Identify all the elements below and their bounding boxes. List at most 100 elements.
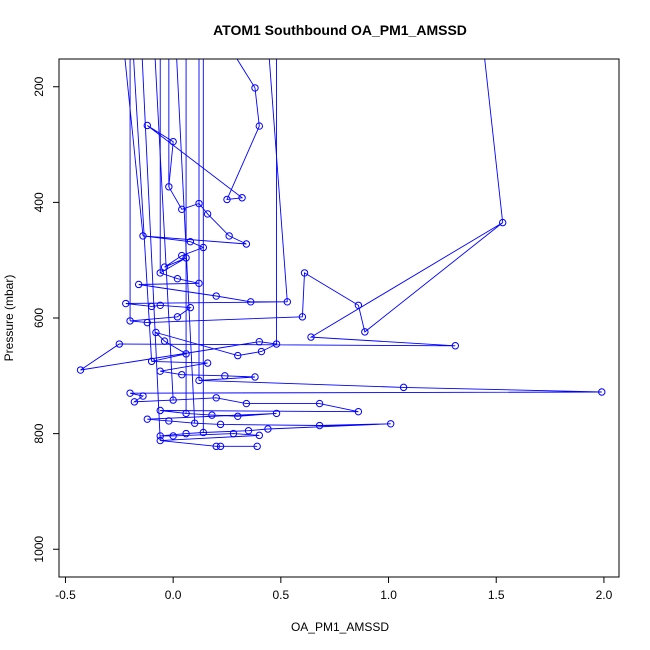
profile-line	[154, 59, 174, 401]
data-point	[134, 280, 143, 289]
data-point	[253, 442, 261, 451]
plot-frame	[58, 58, 620, 578]
data-point	[199, 428, 208, 437]
data-point	[255, 338, 264, 346]
data-point	[399, 383, 408, 392]
data-point	[221, 372, 229, 380]
data-point	[169, 137, 177, 146]
profile-line	[124, 59, 144, 236]
data-point	[223, 195, 231, 204]
data-point	[156, 432, 164, 440]
data-point	[169, 432, 177, 440]
data-point	[139, 392, 147, 400]
data-point	[354, 301, 363, 309]
data-point	[251, 373, 259, 381]
data-point	[315, 399, 324, 408]
data-point	[147, 302, 156, 311]
data-point	[186, 237, 195, 246]
data-point	[76, 366, 85, 374]
data-point	[246, 298, 255, 306]
x-tick-label: 0.5	[273, 588, 290, 602]
series-line	[80, 87, 602, 447]
data-point	[182, 254, 190, 262]
data-point	[203, 210, 212, 218]
data-point	[147, 357, 156, 366]
data-point	[122, 299, 130, 308]
data-point	[115, 340, 124, 348]
data-point	[203, 359, 212, 367]
data-point	[216, 420, 225, 429]
data-point	[178, 370, 186, 379]
data-point	[283, 298, 292, 306]
data-point	[212, 442, 220, 451]
x-tick-label: -0.5	[55, 588, 76, 602]
data-point	[165, 183, 173, 191]
x-axis-label: OA_PM1_AMSSD	[291, 620, 389, 634]
data-point	[229, 429, 238, 438]
data-point	[216, 442, 225, 451]
data-point	[212, 292, 220, 300]
data-point	[354, 407, 363, 416]
data-point	[139, 232, 147, 240]
data-point	[182, 409, 190, 418]
data-point	[255, 431, 264, 440]
data-point	[173, 274, 182, 283]
profile-line	[268, 59, 288, 302]
data-point	[173, 313, 182, 321]
data-point	[156, 269, 164, 277]
data-point	[272, 409, 281, 418]
data-point	[178, 251, 186, 260]
data-point	[315, 421, 324, 430]
series-points	[76, 84, 606, 451]
y-axis: 200 400 600 800 1000	[32, 76, 60, 563]
data-point	[165, 417, 173, 425]
data-point	[195, 279, 203, 288]
data-point	[251, 84, 259, 92]
profile-line	[133, 59, 153, 362]
data-point	[238, 194, 246, 202]
profile-line	[176, 59, 196, 424]
y-tick-label: 400	[32, 192, 46, 212]
data-point	[186, 303, 195, 312]
data-point	[156, 406, 164, 415]
data-point	[386, 420, 395, 428]
data-point	[182, 350, 190, 358]
data-point	[361, 328, 369, 336]
data-point	[195, 376, 203, 385]
data-point	[169, 396, 177, 404]
data-point	[307, 333, 315, 341]
data-point	[195, 199, 203, 208]
data-point	[199, 243, 208, 252]
data-point	[257, 347, 266, 356]
data-point	[234, 412, 242, 420]
data-point	[143, 318, 152, 327]
x-tick-label: 1.0	[380, 588, 397, 602]
data-point	[234, 351, 242, 360]
y-axis-label: Pressure (mbar)	[2, 275, 16, 362]
x-axis: -0.5 0.0 0.5 1.0 1.5 2.0	[55, 576, 613, 602]
data-point	[225, 232, 233, 240]
y-tick-label: 200	[32, 76, 46, 96]
data-point	[208, 411, 216, 419]
y-tick-label: 600	[32, 308, 46, 328]
data-point	[160, 263, 169, 271]
data-point	[255, 122, 264, 130]
data-point	[598, 388, 606, 396]
data-point	[242, 240, 251, 248]
data-point	[212, 394, 220, 402]
data-point	[143, 121, 152, 130]
x-tick-label: 0.0	[165, 588, 182, 602]
data-point	[272, 340, 281, 348]
data-point	[160, 337, 169, 345]
series-lines	[80, 59, 602, 447]
data-point	[298, 313, 307, 321]
data-point	[156, 436, 164, 445]
data-point	[264, 425, 272, 433]
profile-line	[236, 59, 256, 89]
data-point	[156, 301, 164, 309]
data-point	[156, 367, 164, 375]
data-point	[126, 389, 134, 397]
x-tick-label: 1.5	[488, 588, 505, 602]
profile-line	[484, 59, 504, 223]
